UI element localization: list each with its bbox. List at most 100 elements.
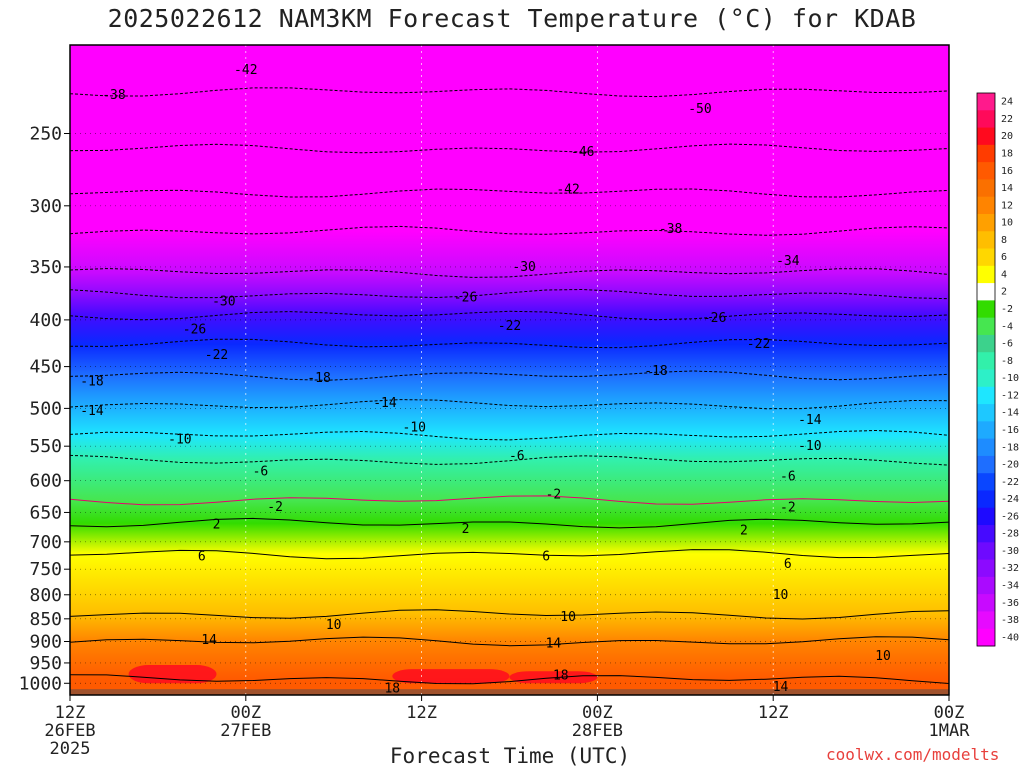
temperature-field — [70, 45, 949, 695]
colorbar-swatch-27 — [977, 559, 995, 578]
y-tick-label-1: 300 — [29, 196, 62, 217]
contour-label-38: 10 — [773, 588, 789, 603]
x-tick-label-0-1: 26FEB — [44, 721, 95, 741]
contour-label-34: 6 — [542, 549, 550, 564]
contour-labels: -42-38-50-46-42-38-34-30-30 -26-26-26 -22-… — [80, 63, 891, 696]
y-tick-label-7: 600 — [29, 471, 62, 492]
contour-label-15: -18 — [80, 374, 103, 389]
contour-label-16: -18 — [307, 371, 330, 386]
x-tick-label-2-0: 12Z — [406, 703, 437, 723]
isotherm--10 — [69, 429, 950, 441]
contour-label-25: -6 — [509, 449, 525, 464]
isotherm--2 — [69, 495, 950, 506]
colorbar-swatch-17 — [977, 386, 995, 405]
colorbar-label-14: -6 — [1001, 339, 1013, 350]
contour-label-39: 10 — [875, 649, 891, 664]
contour-label-7: -30 — [512, 260, 535, 275]
y-tick-label-6: 550 — [29, 436, 62, 457]
colorbar-label-18: -14 — [1001, 408, 1019, 419]
colorbar-swatch-23 — [977, 490, 995, 509]
colorbar-swatch-20 — [977, 438, 995, 457]
colorbar-label-0: 24 — [1001, 97, 1013, 108]
colorbar-label-11: 2 — [1001, 287, 1007, 298]
colorbar: 24 22 20 18 16 14 12 10 8 6 4 2 -2 -4 -6 -8 -10 -12 -14 -16… — [976, 92, 1019, 647]
colorbar-label-13: -4 — [1001, 321, 1013, 332]
contour-label-9: -26 — [454, 290, 477, 305]
colorbar-label-22: -22 — [1001, 477, 1019, 488]
colorbar-label-5: 14 — [1001, 183, 1013, 194]
contour-label-43: 18 — [553, 668, 569, 683]
contour-label-29: -2 — [780, 501, 796, 516]
colorbar-swatch-10 — [977, 265, 995, 284]
colorbar-swatch-14 — [977, 334, 995, 353]
colorbar-label-6: 12 — [1001, 200, 1013, 211]
contour-label-28: -2 — [546, 487, 562, 502]
isotherm-14 — [69, 636, 950, 647]
colorbar-swatch-6 — [977, 196, 995, 215]
colorbar-swatch-2 — [977, 127, 995, 146]
colorbar-label-29: -36 — [1001, 598, 1019, 609]
contour-label-24: -6 — [253, 464, 269, 479]
colorbar-label-27: -32 — [1001, 563, 1019, 574]
contour-label-40: 14 — [201, 633, 217, 648]
contour-label-32: 2 — [740, 523, 748, 538]
contour-label-31: 2 — [462, 522, 470, 537]
contour-label-17: -18 — [644, 364, 667, 379]
contour-label-0: -42 — [234, 63, 257, 78]
isotherm--34 — [69, 268, 950, 278]
isotherm--18 — [69, 370, 950, 381]
isotherm-18 — [69, 674, 950, 685]
colorbar-swatch-28 — [977, 576, 995, 595]
colorbar-swatch-5 — [977, 179, 995, 198]
gridlines — [70, 45, 949, 695]
colorbar-swatch-13 — [977, 317, 995, 336]
y-tick-label-5: 500 — [29, 398, 62, 419]
contour-label-3: -46 — [571, 145, 594, 160]
colorbar-label-8: 8 — [1001, 235, 1007, 246]
y-tick-label-10: 750 — [29, 559, 62, 580]
colorbar-label-28: -34 — [1001, 581, 1019, 592]
contour-label-23: -10 — [798, 439, 821, 454]
contour-label-22: -10 — [403, 421, 426, 436]
colorbar-label-7: 10 — [1001, 218, 1013, 229]
contour-label-27: -2 — [267, 500, 283, 515]
colorbar-label-17: -12 — [1001, 390, 1019, 401]
contour-label-5: -38 — [659, 222, 682, 237]
isotherm--26 — [69, 310, 950, 321]
contour-label-11: -26 — [183, 323, 206, 338]
contour-label-41: 14 — [546, 637, 562, 652]
contour-label-4: -42 — [556, 183, 579, 198]
colorbar-frame — [976, 92, 996, 647]
colorbar-label-30: -38 — [1001, 615, 1019, 626]
plot-frame — [69, 44, 950, 696]
contour-label-12: -22 — [498, 319, 521, 334]
colorbar-label-9: 6 — [1001, 252, 1007, 263]
colorbar-swatch-31 — [977, 628, 995, 647]
colorbar-label-16: -10 — [1001, 373, 1019, 384]
y-tick-label-4: 450 — [29, 357, 62, 378]
contour-label-13: -22 — [747, 337, 770, 352]
colorbar-swatch-29 — [977, 594, 995, 612]
colorbar-swatch-19 — [977, 421, 995, 440]
colorbar-swatch-25 — [977, 525, 995, 543]
warm-cell-0 — [128, 665, 217, 684]
colorbar-label-10: 4 — [1001, 269, 1007, 280]
colorbar-label-20: -18 — [1001, 442, 1019, 453]
colorbar-swatch-12 — [977, 300, 995, 319]
contour-label-1: -38 — [102, 88, 125, 103]
colorbar-swatch-0 — [977, 93, 995, 111]
y-tick-label-15: 1000 — [19, 673, 62, 694]
axes — [69, 44, 950, 696]
colorbar-label-23: -24 — [1001, 494, 1019, 505]
colorbar-label-19: -16 — [1001, 425, 1019, 436]
plot-area — [70, 45, 949, 695]
colorbar-swatch-1 — [977, 110, 995, 129]
y-tick-label-0: 250 — [29, 123, 62, 144]
y-tick-label-9: 700 — [29, 532, 62, 553]
contour-label-33: 6 — [198, 549, 206, 564]
colorbar-swatch-16 — [977, 369, 995, 388]
contour-label-26: -6 — [780, 470, 796, 485]
contour-label-10: -26 — [703, 311, 726, 326]
colorbar-label-3: 18 — [1001, 148, 1013, 159]
